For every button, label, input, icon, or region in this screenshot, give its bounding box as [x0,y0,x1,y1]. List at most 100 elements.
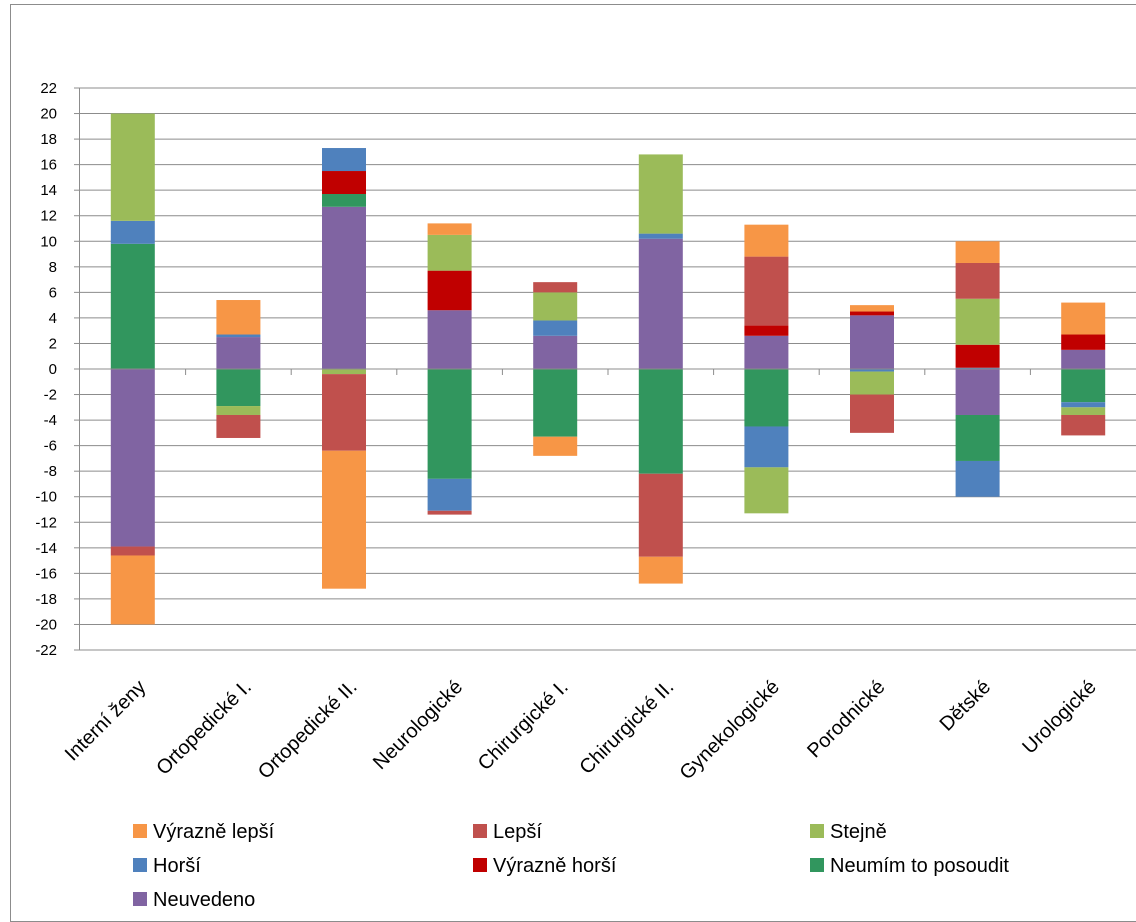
legend-label: Neuvedeno [153,889,255,911]
y-tick-label: 14 [40,182,57,199]
bar-segment [533,436,578,456]
bar-segment [216,300,261,335]
legend-swatch [810,824,824,838]
bar-segment [744,369,789,427]
legend-label: Neumím to posoudit [830,855,1009,877]
bar-segment [1061,369,1106,403]
y-tick-label: -14 [35,540,57,557]
bar-segment [850,369,894,372]
y-tick-label: -12 [35,514,57,531]
bar-segment [322,194,366,207]
legend-swatch [133,824,147,838]
y-tick-label: 10 [40,233,57,250]
legend-swatch [473,824,487,838]
bar-segment [1061,414,1106,436]
x-category-label: Urologické [1018,676,1100,758]
bar-segment [1061,334,1106,350]
bar-segment [850,315,894,369]
bar-segment [638,369,683,474]
bar-segment [216,406,261,415]
y-tick-label: -16 [35,565,57,582]
y-tick-label: 2 [49,335,57,352]
y-tick-label: 6 [49,284,57,301]
bar-segment [110,113,155,221]
y-tick-label: -4 [44,412,57,429]
chart-frame [10,4,1136,922]
bar-segment [110,546,155,556]
bar-segment [533,335,578,369]
y-tick-label: 0 [49,361,57,378]
x-category-label: Neurologické [369,676,467,774]
bar-segment [110,220,155,244]
bar-segment [744,224,789,257]
bar-segment [638,154,683,234]
bar-segment [322,206,366,369]
bar-segment [955,241,1000,263]
legend-swatch [810,858,824,872]
y-tick-label: -22 [35,642,57,659]
x-category-label: Dětské [936,676,996,736]
bar-segment [322,450,366,589]
bar-segment [955,460,1000,497]
bar-segment [533,282,578,293]
y-tick-label: 12 [40,208,57,225]
bar-segment [322,171,366,195]
bar-segment [427,478,472,511]
x-category-label: Chirurgické II. [576,676,679,779]
bar-segment [638,556,683,584]
x-category-label: Ortopedické I. [152,676,256,780]
bar-segment [427,223,472,235]
bar-segment [955,369,1000,415]
y-tick-label: -6 [44,438,57,455]
y-tick-label: -20 [35,616,57,633]
legend-swatch [133,892,147,906]
bar-segment [216,334,261,338]
legend-label: Výrazně lepší [153,821,275,843]
bar-segment [1061,349,1106,369]
y-tick-label: 4 [49,310,57,327]
bar-segment [216,337,261,369]
bar-segment [427,510,472,515]
bar-segment [850,371,894,395]
bar-segment [850,311,894,316]
bar-segment [322,148,366,172]
y-tick-label: -18 [35,591,57,608]
x-category-label: Interní ženy [61,676,150,765]
x-category-label: Ortopedické II. [254,676,362,784]
bar-segment [850,305,894,312]
bar-segment [744,467,789,514]
bar-segment [110,369,155,547]
legend-label: Lepší [493,821,542,843]
bar-segment [638,473,683,557]
y-tick-label: -10 [35,489,57,506]
y-tick-label: -8 [44,463,57,480]
bar-segment [955,344,1000,368]
y-tick-label: -2 [44,387,57,404]
bar-segment [110,243,155,369]
bar-segment [216,414,261,438]
x-category-label: Porodnické [803,676,889,762]
bar-segment [955,298,1000,345]
bar-segment [744,426,789,468]
legend-label: Horší [153,855,201,877]
bar-segment [744,335,789,369]
bar-segment [322,369,366,375]
legend-swatch [133,858,147,872]
bar-segment [533,292,578,321]
bar-segment [427,270,472,311]
bar-segment [955,367,1000,369]
legend-label: Stejně [830,821,887,843]
bar-segment [744,325,789,336]
bars [110,113,1106,625]
bar-segment [955,262,1000,299]
bar-segment [1061,407,1106,415]
bar-segment [638,233,683,239]
bar-segment [427,310,472,369]
bar-segment [850,394,894,433]
bar-segment [110,555,155,625]
bar-segment [533,320,578,336]
x-category-label: Chirurgické I. [474,676,573,775]
y-tick-label: 22 [40,80,57,97]
bar-segment [322,374,366,451]
